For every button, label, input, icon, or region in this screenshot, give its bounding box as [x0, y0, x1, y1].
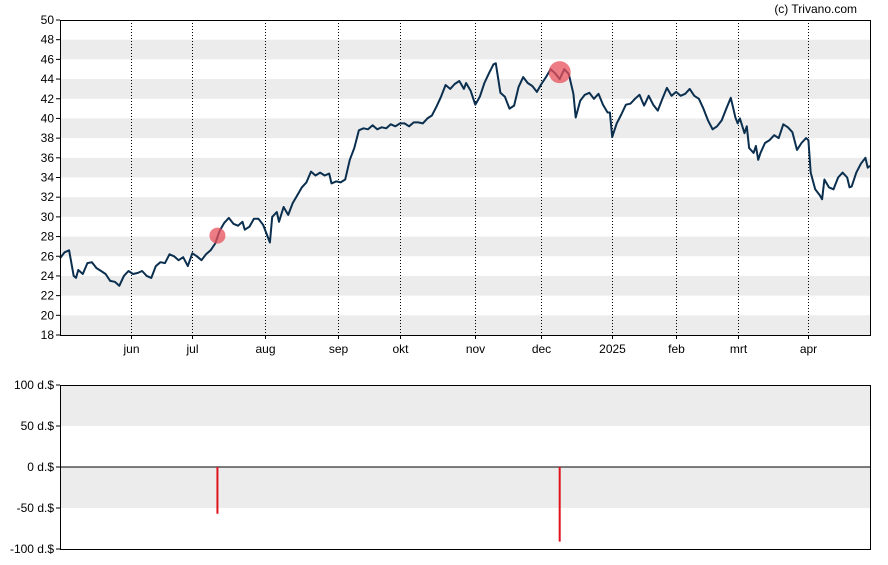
price-band [60, 79, 870, 99]
price-y-tick-label: 20 [41, 308, 55, 322]
price-y-tick-label: 48 [41, 33, 55, 47]
dividend-band [60, 385, 870, 426]
price-x-tick-label: jul [185, 342, 198, 356]
price-y-tick-label: 50 [41, 13, 55, 27]
price-y-tick-label: 22 [41, 289, 55, 303]
price-y-tick-label: 36 [41, 151, 55, 165]
price-x-tick-label: 2025 [599, 342, 626, 356]
price-panel-bands [60, 39, 870, 335]
price-x-axis: jun jul aug sep okt nov dec 2025 feb mrt apr [122, 335, 817, 356]
price-x-tick-label: mrt [730, 342, 748, 356]
price-y-tick-label: 38 [41, 131, 55, 145]
dividend-markers [209, 61, 571, 244]
dividend-panel-bands [60, 385, 870, 508]
price-band [60, 118, 870, 139]
price-x-tick-label: okt [392, 342, 409, 356]
price-x-tick-label: feb [668, 342, 685, 356]
price-x-tick-label: sep [329, 342, 349, 356]
price-y-tick-label: 26 [41, 249, 55, 263]
dividend-y-tick-label: -100 d.$ [10, 542, 54, 556]
price-band [60, 39, 870, 60]
price-x-tick-label: dec [532, 342, 551, 356]
price-band [60, 197, 870, 217]
price-y-tick-label: 46 [41, 52, 55, 66]
price-y-tick-label: 44 [41, 72, 55, 86]
price-x-tick-label: jun [122, 342, 139, 356]
dividend-y-tick-label: -50 d.$ [17, 501, 55, 515]
dividend-y-axis: 100 d.$ 50 d.$ 0 d.$ -50 d.$ -100 d.$ [10, 378, 60, 556]
dividend-y-tick-label: 50 d.$ [21, 419, 55, 433]
dividend-bars [216, 467, 561, 542]
dividend-band [60, 467, 870, 508]
price-y-tick-label: 40 [41, 111, 55, 125]
dividend-y-tick-label: 100 d.$ [14, 378, 54, 392]
credit-text: (c) Trivano.com [774, 2, 857, 16]
dividend-y-tick-label: 0 d.$ [27, 460, 54, 474]
dividend-panel-frame [60, 385, 871, 550]
price-series [59, 62, 871, 287]
price-x-tick-label: apr [800, 342, 817, 356]
price-y-tick-label: 32 [41, 190, 55, 204]
price-band [60, 236, 870, 257]
price-y-tick-label: 18 [41, 328, 55, 342]
price-y-tick-label: 24 [41, 269, 55, 283]
price-y-tick-label: 42 [41, 92, 55, 106]
price-y-tick-label: 30 [41, 210, 55, 224]
price-y-tick-label: 28 [41, 230, 55, 244]
price-y-axis: 18 20 22 24 26 28 30 32 34 36 38 40 42 44 46 48 50 [41, 13, 60, 342]
price-band [60, 157, 870, 178]
price-panel-frame [60, 20, 871, 336]
price-band [60, 275, 870, 296]
price-x-tick-label: nov [466, 342, 485, 356]
price-band [60, 315, 870, 335]
price-line [59, 62, 871, 287]
dividend-marker [548, 61, 571, 84]
dividend-marker [209, 227, 226, 244]
price-x-tick-label: aug [255, 342, 275, 356]
price-y-tick-label: 34 [41, 171, 55, 185]
